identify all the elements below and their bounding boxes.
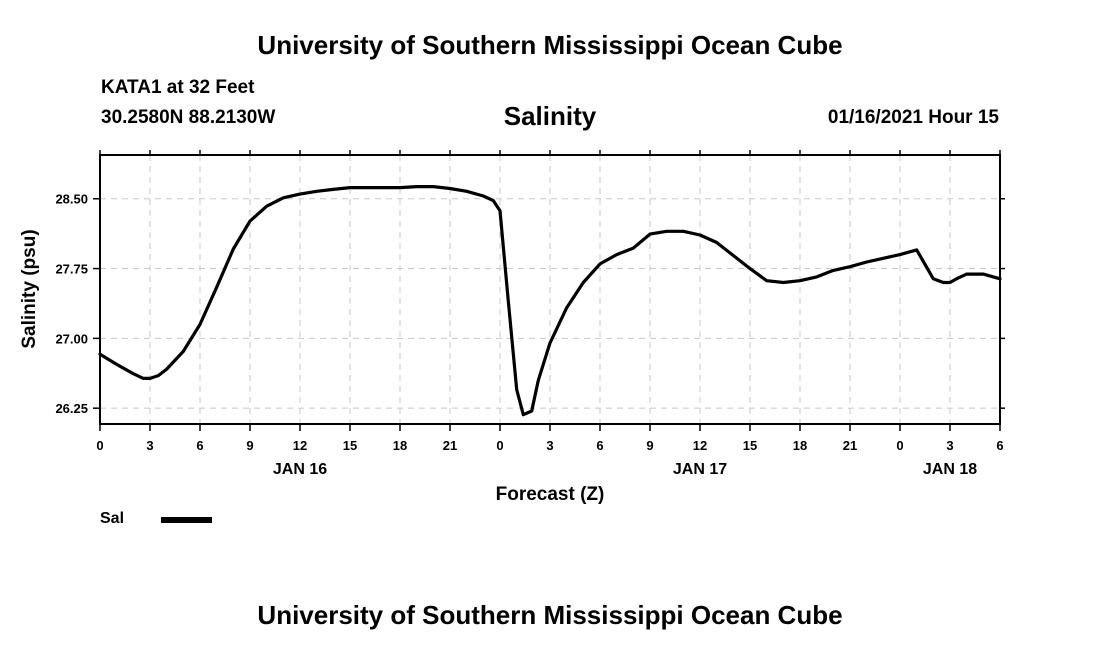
x-axis-ticks: 0 3 6 9 12 15 18 21 0 3 6 9 12 15 18 21 0 3 6 bbox=[96, 150, 1004, 453]
x-tick-label: 18 bbox=[793, 438, 807, 453]
x-tick-label: 12 bbox=[693, 438, 707, 453]
x-axis-title: Forecast (Z) bbox=[496, 484, 605, 505]
chart-title: Salinity bbox=[503, 101, 597, 131]
x-tick-label: 12 bbox=[293, 438, 307, 453]
x-tick-label: 15 bbox=[743, 438, 757, 453]
y-tick-label: 27.00 bbox=[55, 331, 88, 346]
y-tick-label: 27.75 bbox=[55, 262, 88, 277]
day-labels: JAN 16 JAN 17 JAN 18 bbox=[273, 461, 977, 478]
y-axis-title: Salinity (psu) bbox=[19, 229, 40, 348]
y-axis-ticks: 26.25 27.00 27.75 28.50 bbox=[55, 192, 1005, 416]
legend-swatch bbox=[161, 517, 212, 523]
y-tick-label: 26.25 bbox=[55, 401, 88, 416]
x-tick-label: 6 bbox=[996, 438, 1003, 453]
series-line-sal bbox=[98, 185, 1002, 417]
footer-title: University of Southern Mississippi Ocean… bbox=[257, 600, 843, 630]
x-tick-label: 6 bbox=[596, 438, 603, 453]
station-label: KATA1 at 32 Feet bbox=[101, 77, 255, 98]
series-layer bbox=[98, 185, 1002, 417]
y-tick-label: 28.50 bbox=[55, 192, 88, 207]
x-tick-label: 9 bbox=[646, 438, 653, 453]
x-tick-label: 15 bbox=[343, 438, 357, 453]
x-tick-label: 0 bbox=[896, 438, 903, 453]
x-tick-label: 3 bbox=[546, 438, 553, 453]
x-tick-label: 0 bbox=[496, 438, 503, 453]
x-tick-label: 21 bbox=[443, 438, 457, 453]
x-tick-label: 9 bbox=[246, 438, 253, 453]
x-tick-label: 3 bbox=[146, 438, 153, 453]
grid-lines bbox=[100, 155, 1000, 424]
x-tick-label: 18 bbox=[393, 438, 407, 453]
legend-label: Sal bbox=[100, 510, 125, 527]
x-tick-label: 0 bbox=[96, 438, 103, 453]
station-coordinates: 30.2580N 88.2130W bbox=[101, 107, 276, 128]
x-tick-label: 6 bbox=[196, 438, 203, 453]
x-tick-label: 3 bbox=[946, 438, 953, 453]
day-label: JAN 18 bbox=[923, 461, 977, 478]
x-tick-label: 21 bbox=[843, 438, 857, 453]
forecast-datetime: 01/16/2021 Hour 15 bbox=[827, 107, 999, 128]
day-label: JAN 16 bbox=[273, 461, 327, 478]
day-label: JAN 17 bbox=[673, 461, 727, 478]
page-title: University of Southern Mississippi Ocean… bbox=[257, 30, 843, 60]
